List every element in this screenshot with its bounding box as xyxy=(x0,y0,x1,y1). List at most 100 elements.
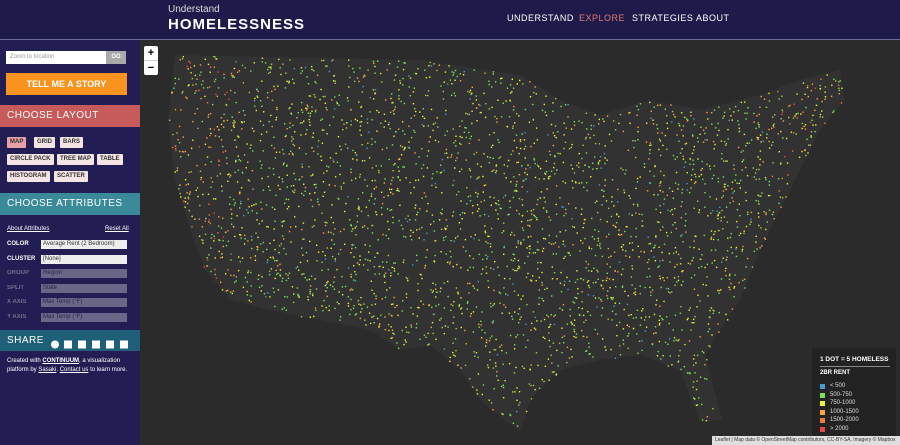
map-dot xyxy=(354,227,356,229)
search-button[interactable]: GO xyxy=(106,51,126,64)
nav-link[interactable]: EXPLORE xyxy=(579,13,626,23)
map-dot xyxy=(174,82,176,85)
link[interactable]: About Attributes xyxy=(7,226,50,232)
map-dot xyxy=(512,283,514,285)
map-dot xyxy=(682,280,684,283)
map-dot xyxy=(266,248,268,251)
attribute-select[interactable]: State xyxy=(41,283,127,293)
map-dot xyxy=(537,364,539,367)
map-dot xyxy=(597,240,600,242)
nav-link[interactable]: ABOUT xyxy=(696,13,730,23)
map-dot xyxy=(176,167,179,169)
map-dot xyxy=(675,251,677,253)
map-dot xyxy=(795,133,797,135)
layout-button[interactable]: BARS xyxy=(60,137,84,148)
map-dot xyxy=(521,186,523,188)
map-dot xyxy=(707,295,709,297)
map-dot xyxy=(230,72,233,75)
map-dot xyxy=(257,278,259,280)
map-dot xyxy=(352,67,354,70)
link[interactable]: Sasaki xyxy=(38,367,57,373)
share-icon[interactable] xyxy=(51,340,59,349)
map-dot xyxy=(352,228,354,230)
layout-button[interactable]: GRID xyxy=(34,137,55,148)
map-dot xyxy=(285,279,288,282)
map-dot xyxy=(344,143,347,145)
map-dot xyxy=(285,273,287,275)
attribution: Leaflet | Map data © OpenStreetMap contr… xyxy=(712,436,900,445)
map-dot xyxy=(398,190,400,192)
zoom-out[interactable]: − xyxy=(147,62,155,74)
map-dot xyxy=(677,183,680,186)
map-dot xyxy=(397,189,399,192)
map-dot xyxy=(331,239,333,241)
map-dot xyxy=(261,276,263,278)
map-dot xyxy=(468,292,470,294)
layout-button[interactable]: TREE MAP xyxy=(57,154,95,165)
map-dot xyxy=(671,364,673,366)
map-dot xyxy=(595,281,597,284)
attribute-select[interactable]: Average Rent (2 Bedroom) xyxy=(41,240,127,249)
map-dot xyxy=(454,79,456,81)
attribute-select[interactable]: [None] xyxy=(41,254,127,264)
map-dot xyxy=(485,339,488,341)
map-dot xyxy=(531,322,533,325)
search-input[interactable]: Zoom to location xyxy=(6,51,106,64)
map-dot xyxy=(409,219,411,221)
map-dot xyxy=(702,178,704,181)
map-dot xyxy=(680,235,682,237)
map-dot xyxy=(683,366,685,368)
layout-button[interactable]: SCATTER xyxy=(54,171,88,182)
zoom-in[interactable]: + xyxy=(144,46,158,61)
map-dot xyxy=(532,275,534,277)
share-icon[interactable] xyxy=(64,340,72,349)
attribute-select[interactable]: Max Temp (°F) xyxy=(41,298,127,307)
map-dot xyxy=(518,265,520,268)
map-dot xyxy=(649,275,651,278)
map-dot xyxy=(472,102,474,105)
link[interactable]: Contact us xyxy=(59,367,89,373)
link[interactable]: Reset All xyxy=(105,226,129,232)
map-dot xyxy=(585,136,587,139)
map-dot xyxy=(744,101,746,103)
attribute-select[interactable]: Max Temp (°F) xyxy=(41,312,127,322)
map-dot xyxy=(281,280,283,282)
map-dot xyxy=(510,259,512,261)
map-dot xyxy=(230,89,232,92)
map-dot xyxy=(568,357,571,359)
map-dot xyxy=(195,189,197,191)
nav-link[interactable]: STRATEGIES xyxy=(632,13,694,23)
story-button[interactable]: TELL ME A STORY xyxy=(6,73,127,95)
map-dot xyxy=(669,210,672,212)
map-dot xyxy=(246,281,248,283)
map-dot xyxy=(232,125,235,127)
map-dot xyxy=(619,345,621,347)
link[interactable]: CONTINUUM xyxy=(42,358,80,364)
layout-button[interactable]: MAP xyxy=(7,137,27,148)
map-dot xyxy=(734,105,737,108)
layout-button[interactable]: TABLE xyxy=(97,154,123,165)
map-dot xyxy=(263,111,265,113)
map-dot xyxy=(606,277,608,279)
map-dot xyxy=(733,287,735,289)
layout-button[interactable]: CIRCLE PACK xyxy=(7,154,54,165)
map-dot xyxy=(573,330,576,333)
map-dot xyxy=(768,92,770,95)
share-icon[interactable] xyxy=(78,340,86,349)
nav-link[interactable]: UNDERSTAND xyxy=(507,13,574,23)
map-dot xyxy=(497,139,499,141)
share-icon[interactable] xyxy=(120,340,128,349)
map-dot xyxy=(355,273,357,276)
brand-title[interactable]: HOMELESSNESS xyxy=(168,16,306,33)
map-dot xyxy=(499,207,501,209)
share-icon[interactable] xyxy=(106,340,114,349)
map-dot xyxy=(316,244,318,246)
share-icon[interactable] xyxy=(92,340,100,349)
map-dot xyxy=(543,380,545,383)
map-dot xyxy=(393,267,395,270)
map-dot xyxy=(663,300,665,303)
map-dot xyxy=(555,373,558,375)
map-dot xyxy=(687,317,689,320)
layout-button[interactable]: HISTOGRAM xyxy=(7,171,50,182)
attribute-select[interactable]: Region xyxy=(41,269,127,278)
